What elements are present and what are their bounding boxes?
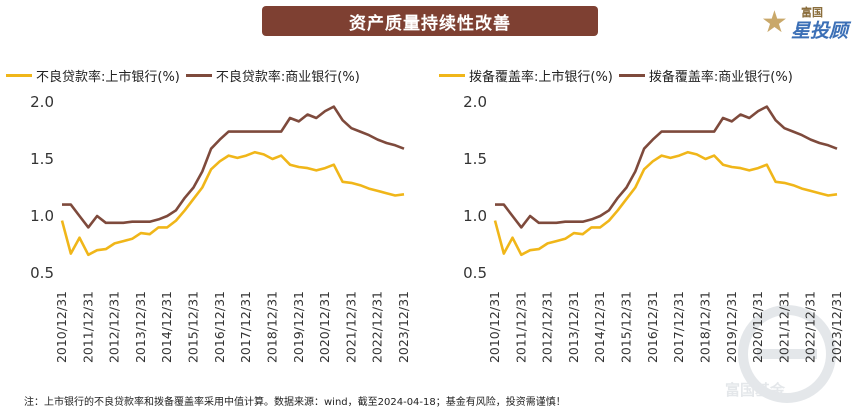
x-tick-label: 2023/12/31 (396, 291, 411, 363)
legend-item-listed: 不良贷款率:上市银行(%) (6, 66, 180, 85)
y-tick-label: 0.5 (463, 264, 487, 282)
listed-series-line (60, 150, 405, 257)
legend-label: 拨备覆盖率:商业银行(%) (648, 70, 793, 85)
legend-swatch-listed (6, 74, 32, 77)
y-tick-label: 1.0 (463, 207, 487, 225)
x-tick-label: 2019/12/31 (291, 291, 306, 363)
x-tick-label: 2017/12/31 (671, 291, 686, 363)
x-tick-label: 2011/12/31 (80, 291, 95, 363)
legend-label: 不良贷款率:上市银行(%) (36, 70, 180, 85)
x-tick-label: 2014/12/31 (159, 291, 174, 363)
x-tick-label: 2020/12/31 (317, 291, 332, 363)
commercial-series-line (62, 105, 405, 229)
x-tick-label: 2022/12/31 (803, 291, 818, 363)
x-tick-label: 2022/12/31 (370, 291, 385, 363)
logo-big-text: 星投顾 (791, 20, 849, 42)
legend-item-listed: 拨备覆盖率:上市银行(%) (439, 66, 613, 85)
x-tick-label: 2012/12/31 (107, 291, 122, 363)
x-tick-label: 2021/12/31 (776, 291, 791, 363)
legend-item-commercial: 拨备覆盖率:商业银行(%) (618, 66, 793, 85)
x-tick-label: 2016/12/31 (212, 291, 227, 363)
x-tick-label: 2018/12/31 (697, 291, 712, 363)
provision-coverage-plot: 0.5 1.0 1.5 2.0 2010/12/31 2011/12/31 2012/12/… (463, 93, 844, 363)
listed-series-line (493, 150, 838, 257)
y-tick-label: 2.0 (30, 93, 54, 111)
provision-coverage-chart: 0.5 1.0 1.5 2.0 2010/12/31 2011/12/31 2012/12/… (433, 44, 865, 384)
y-tick-label: 1.5 (30, 150, 54, 168)
x-tick-label: 2013/12/31 (566, 291, 581, 363)
x-tick-label: 2019/12/31 (724, 291, 739, 363)
legend-swatch-listed (439, 74, 465, 77)
legend-label: 不良贷款率:商业银行(%) (215, 70, 360, 85)
x-tick-label: 2014/12/31 (592, 291, 607, 363)
x-tick-label: 2015/12/31 (186, 291, 201, 363)
x-tick-label: 2012/12/31 (540, 291, 555, 363)
x-tick-label: 2015/12/31 (619, 291, 634, 363)
x-tick-label: 2017/12/31 (238, 291, 253, 363)
x-tick-label: 2020/12/31 (750, 291, 765, 363)
x-tick-label: 2021/12/31 (343, 291, 358, 363)
x-tick-label: 2010/12/31 (487, 291, 502, 363)
commercial-series-line (495, 105, 838, 229)
watermark-emblem-icon (738, 305, 836, 403)
x-tick-label: 2018/12/31 (264, 291, 279, 363)
x-tick-label: 2016/12/31 (645, 291, 660, 363)
x-tick-label: 2011/12/31 (513, 291, 528, 363)
x-tick-label: 2010/12/31 (54, 291, 69, 363)
watermark: 富国基金 (717, 304, 837, 404)
page-title: 资产质量持续性改善 (262, 6, 598, 36)
x-tick-label: 2023/12/31 (829, 291, 844, 363)
legend-label: 拨备覆盖率:上市银行(%) (469, 70, 613, 85)
chart-legend: 拨备覆盖率:上市银行(%) 拨备覆盖率:商业银行(%) (439, 66, 799, 85)
npl-ratio-plot: 0.5 1.0 1.5 2.0 2010/12/31 2011/12/31 2012/12/… (30, 93, 411, 363)
legend-item-commercial: 不良贷款率:商业银行(%) (185, 66, 360, 85)
legend-swatch-commercial (185, 74, 212, 77)
y-tick-label: 2.0 (463, 93, 487, 111)
chart-legend: 不良贷款率:上市银行(%) 不良贷款率:商业银行(%) (6, 66, 366, 85)
logo-small-text: 富国 (801, 6, 823, 19)
brand-logo: ★ 富国 星投顾 (761, 2, 857, 42)
y-tick-label: 0.5 (30, 264, 54, 282)
x-tick-label: 2013/12/31 (133, 291, 148, 363)
y-tick-label: 1.0 (30, 207, 54, 225)
y-tick-label: 1.5 (463, 150, 487, 168)
legend-swatch-commercial (618, 74, 645, 77)
footnote: 注：上市银行的不良贷款率和拨备覆盖率采用中值计算。数据来源：wind，截至202… (24, 397, 566, 408)
npl-ratio-chart: 0.5 1.0 1.5 2.0 2010/12/31 2011/12/31 2012/12/… (0, 44, 432, 384)
watermark-text: 富国基金 (725, 381, 786, 399)
star-icon: ★ (761, 5, 788, 40)
